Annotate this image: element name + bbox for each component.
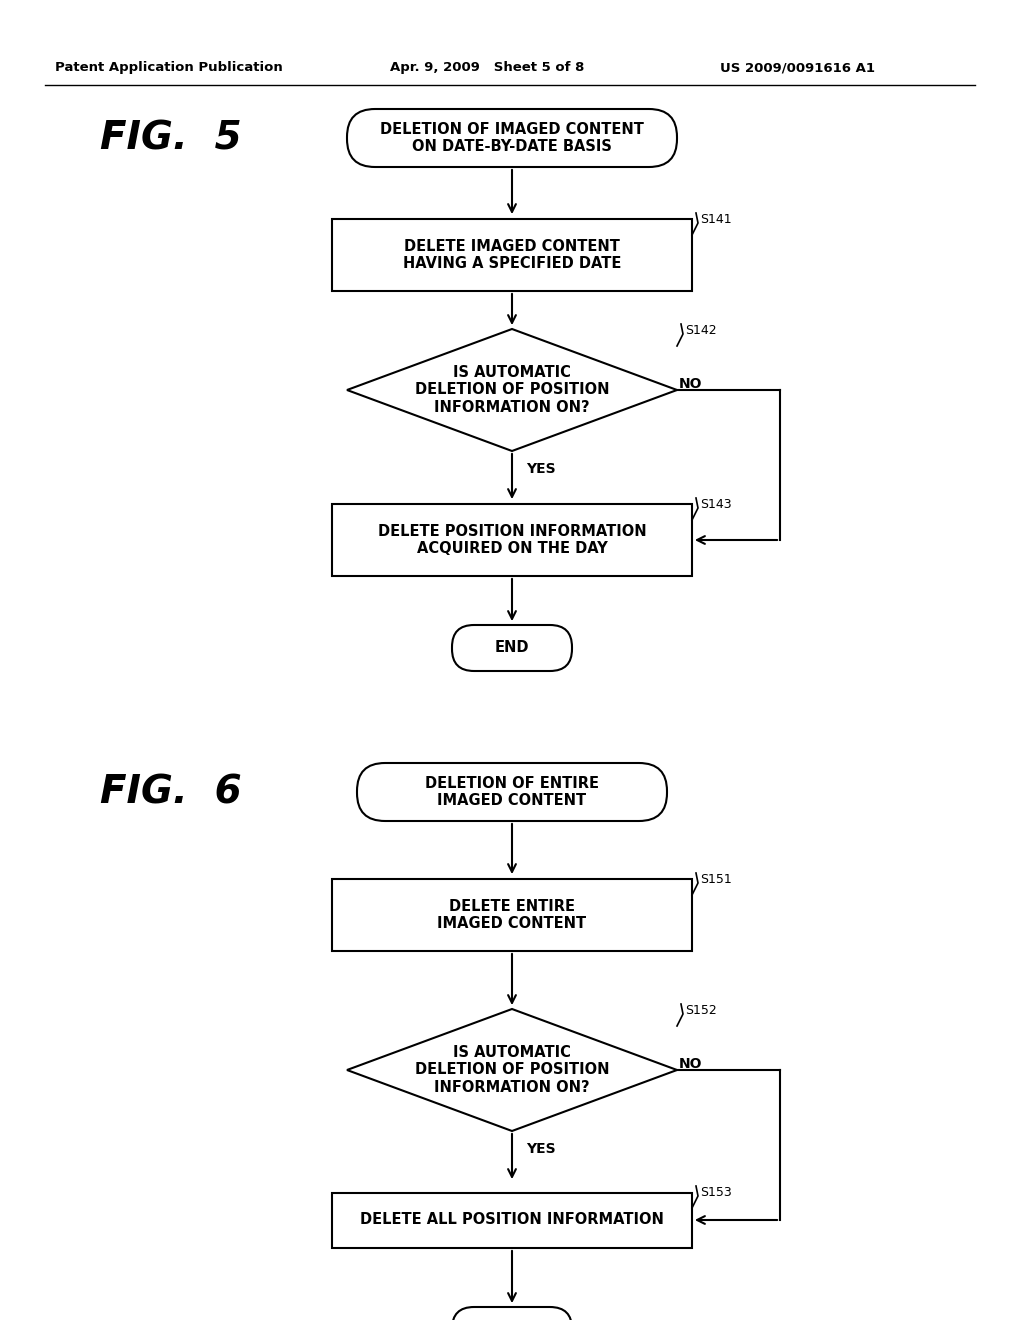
FancyBboxPatch shape [347, 110, 677, 168]
Text: END: END [495, 640, 529, 656]
FancyBboxPatch shape [452, 624, 572, 671]
FancyBboxPatch shape [452, 1307, 572, 1320]
Text: S143: S143 [700, 498, 731, 511]
Text: S152: S152 [685, 1005, 717, 1016]
Text: DELETE IMAGED CONTENT
HAVING A SPECIFIED DATE: DELETE IMAGED CONTENT HAVING A SPECIFIED… [402, 239, 622, 271]
Text: US 2009/0091616 A1: US 2009/0091616 A1 [720, 62, 874, 74]
Text: DELETE POSITION INFORMATION
ACQUIRED ON THE DAY: DELETE POSITION INFORMATION ACQUIRED ON … [378, 524, 646, 556]
Text: Apr. 9, 2009   Sheet 5 of 8: Apr. 9, 2009 Sheet 5 of 8 [390, 62, 585, 74]
Bar [332, 879, 692, 950]
Text: DELETE ALL POSITION INFORMATION: DELETE ALL POSITION INFORMATION [360, 1213, 664, 1228]
Text: S153: S153 [700, 1185, 732, 1199]
Text: S141: S141 [700, 213, 731, 226]
Text: YES: YES [526, 1142, 556, 1156]
Text: IS AUTOMATIC
DELETION OF POSITION
INFORMATION ON?: IS AUTOMATIC DELETION OF POSITION INFORM… [415, 1045, 609, 1094]
FancyBboxPatch shape [357, 763, 667, 821]
Bar [332, 219, 692, 290]
Polygon shape [347, 329, 677, 451]
Bar [332, 504, 692, 576]
Text: YES: YES [526, 462, 556, 477]
Text: DELETION OF ENTIRE
IMAGED CONTENT: DELETION OF ENTIRE IMAGED CONTENT [425, 776, 599, 808]
Polygon shape [347, 1008, 677, 1131]
Text: DELETE ENTIRE
IMAGED CONTENT: DELETE ENTIRE IMAGED CONTENT [437, 899, 587, 931]
Text: S151: S151 [700, 873, 732, 886]
Text: NO: NO [679, 378, 702, 391]
Text: Patent Application Publication: Patent Application Publication [55, 62, 283, 74]
Text: FIG.  6: FIG. 6 [100, 774, 242, 810]
Bar [332, 1192, 692, 1247]
Text: IS AUTOMATIC
DELETION OF POSITION
INFORMATION ON?: IS AUTOMATIC DELETION OF POSITION INFORM… [415, 366, 609, 414]
Text: DELETION OF IMAGED CONTENT
ON DATE-BY-DATE BASIS: DELETION OF IMAGED CONTENT ON DATE-BY-DA… [380, 121, 644, 154]
Text: FIG.  5: FIG. 5 [100, 119, 242, 157]
Text: NO: NO [679, 1057, 702, 1071]
Text: S142: S142 [685, 323, 717, 337]
